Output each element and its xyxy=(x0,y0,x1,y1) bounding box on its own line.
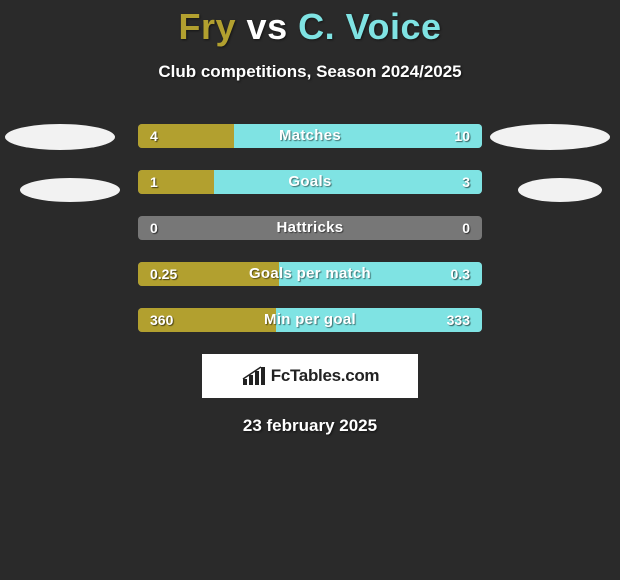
player2-name: C. Voice xyxy=(298,6,441,47)
stat-row: 410Matches xyxy=(138,124,482,148)
stat-row: 00Hattricks xyxy=(138,216,482,240)
stat-label: Goals xyxy=(138,170,482,194)
subtitle: Club competitions, Season 2024/2025 xyxy=(0,62,620,82)
comparison-area: 410Matches 13Goals 00Hattricks 0.250.3Goals… xyxy=(0,124,620,436)
page-title: Fry vs C. Voice xyxy=(0,0,620,48)
brand-text: FcTables.com xyxy=(271,366,380,386)
player1-avatar-bottom xyxy=(20,178,120,202)
stat-label: Min per goal xyxy=(138,308,482,332)
stat-row: 360333Min per goal xyxy=(138,308,482,332)
player1-name: Fry xyxy=(179,6,237,47)
player2-avatar-bottom xyxy=(518,178,602,202)
vs-text: vs xyxy=(247,6,288,47)
player1-avatar-top xyxy=(5,124,115,150)
stat-row: 0.250.3Goals per match xyxy=(138,262,482,286)
player2-avatar-top xyxy=(490,124,610,150)
stat-label: Hattricks xyxy=(138,216,482,240)
brand-chart-icon xyxy=(241,365,267,387)
brand-box: FcTables.com xyxy=(202,354,418,398)
stat-label: Goals per match xyxy=(138,262,482,286)
stat-label: Matches xyxy=(138,124,482,148)
stat-row: 13Goals xyxy=(138,170,482,194)
stats-bars: 410Matches 13Goals 00Hattricks 0.250.3Goals… xyxy=(138,124,482,332)
date-text: 23 february 2025 xyxy=(0,416,620,436)
